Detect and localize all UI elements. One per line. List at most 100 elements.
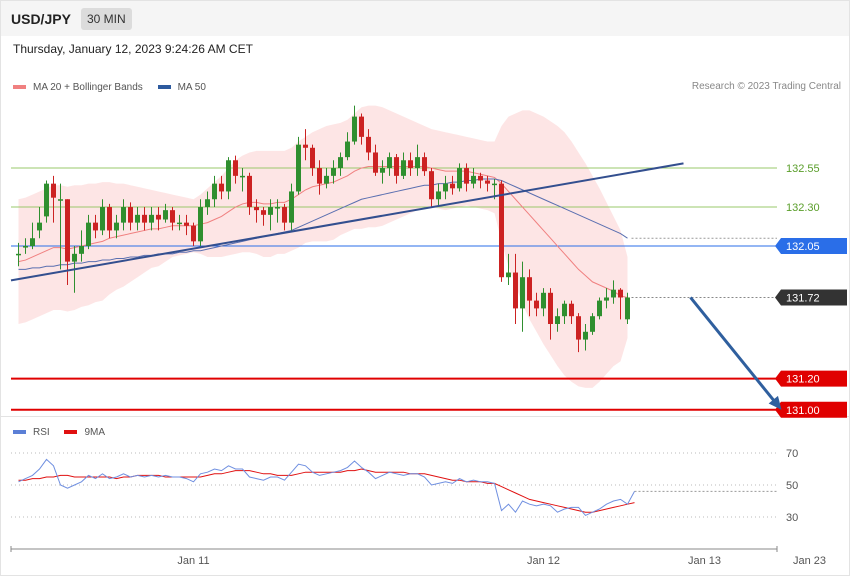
x-tick-label-2: Jan 13 xyxy=(688,555,721,567)
candle-body xyxy=(142,214,147,223)
rsi-level-label-2: 30 xyxy=(786,512,798,524)
candle-body xyxy=(114,222,119,231)
candle-body xyxy=(366,136,371,153)
candle-body xyxy=(317,168,322,184)
candle-body xyxy=(513,272,518,309)
candle-body xyxy=(58,199,63,201)
candle-body xyxy=(527,277,532,301)
candle-body xyxy=(303,144,308,148)
candle-body xyxy=(394,157,399,176)
candle-body xyxy=(380,168,385,173)
candle-body xyxy=(464,168,469,184)
candle-body xyxy=(184,222,189,226)
candle-body xyxy=(296,144,301,192)
candle-body xyxy=(226,160,231,192)
candle-body xyxy=(324,175,329,184)
candle-body xyxy=(72,253,77,262)
x-tick-label-0: Jan 11 xyxy=(177,555,209,567)
legend-rsi-label: RSI xyxy=(33,426,50,438)
candle-body xyxy=(268,207,273,215)
forecast-arrow-head xyxy=(768,395,782,410)
trendline xyxy=(10,162,684,282)
candle-body xyxy=(499,183,504,278)
rsi-ma-line xyxy=(18,468,635,513)
datetime-label: Thursday, January 12, 2023 9:24:26 AM CE… xyxy=(13,42,253,56)
candle-body xyxy=(23,246,28,248)
candle-body xyxy=(422,157,427,172)
level-tag-5 xyxy=(775,401,847,418)
candle-body xyxy=(576,316,581,340)
candle-body xyxy=(310,147,315,169)
candle-body xyxy=(478,175,483,181)
candle-body xyxy=(338,157,343,169)
symbol-label: USD/JPY xyxy=(11,11,71,27)
candle-body xyxy=(240,175,245,178)
candle-body xyxy=(548,292,553,324)
candle-body xyxy=(457,168,462,189)
rsi-level-label-1: 50 xyxy=(786,480,798,492)
candle-body xyxy=(408,160,413,169)
candle-body xyxy=(373,152,378,173)
level-label-2: 132.05 xyxy=(786,241,820,253)
candle-body xyxy=(471,175,476,184)
level-tag-2 xyxy=(775,238,847,255)
candle-body xyxy=(352,116,357,142)
candle-body xyxy=(569,303,574,317)
header-bar: USD/JPY 30 MIN xyxy=(1,1,849,36)
candle-body xyxy=(198,207,203,242)
candle-body xyxy=(79,246,84,254)
candle-body xyxy=(30,238,35,247)
legend-ma50-swatch xyxy=(157,85,171,89)
candle-body xyxy=(429,171,434,200)
candle-body xyxy=(191,225,196,242)
candle-body xyxy=(618,289,623,298)
panel-separator xyxy=(1,416,849,417)
candle-body xyxy=(261,210,266,215)
candle-body xyxy=(86,222,91,247)
candle-body xyxy=(611,289,616,298)
candle-body xyxy=(401,160,406,176)
credit-label: Research © 2023 Trading Central xyxy=(691,81,841,92)
candle-body xyxy=(121,207,126,223)
legend-9ma-label: 9MA xyxy=(84,426,106,438)
candle-body xyxy=(541,292,546,309)
candle-body xyxy=(163,210,168,220)
candle-body xyxy=(359,116,364,137)
rsi-line xyxy=(18,458,635,517)
rsi-level-label-0: 70 xyxy=(786,448,798,460)
level-label-4: 131.20 xyxy=(786,374,820,386)
legend-ma20-label: MA 20 + Bollinger Bands xyxy=(33,81,143,93)
legend-ma20: MA 20 + Bollinger Bands xyxy=(13,82,143,93)
level-tag-4 xyxy=(775,370,847,387)
candle-body xyxy=(135,214,140,223)
candle-body xyxy=(534,300,539,309)
candle-body xyxy=(16,253,21,256)
candle-body xyxy=(492,183,497,186)
candle-body xyxy=(450,183,455,189)
candle-body xyxy=(625,297,630,320)
candle-body xyxy=(170,210,175,223)
candle-body xyxy=(387,157,392,169)
candle-body xyxy=(506,272,511,278)
level-label-0: 132.55 xyxy=(786,163,820,175)
candle-body xyxy=(485,180,490,184)
candle-body xyxy=(233,160,238,176)
candle-body xyxy=(51,183,56,198)
level-tag-3 xyxy=(775,289,847,306)
timeframe-button[interactable]: 30 MIN xyxy=(81,8,132,30)
candle-body xyxy=(443,183,448,192)
legend-rsi-swatch xyxy=(13,430,26,434)
candle-body xyxy=(583,331,588,340)
legend-rsi: RSI xyxy=(13,427,50,438)
candle-body xyxy=(562,303,567,317)
candle-body xyxy=(275,207,280,209)
candle-body xyxy=(555,316,560,324)
bollinger-band-area xyxy=(18,105,628,388)
candle-body xyxy=(289,191,294,223)
candle-body xyxy=(65,199,70,262)
price-legend: MA 20 + Bollinger Bands MA 50 xyxy=(13,81,218,93)
candle-body xyxy=(128,207,133,223)
candle-body xyxy=(590,316,595,332)
candle-body xyxy=(254,207,259,211)
